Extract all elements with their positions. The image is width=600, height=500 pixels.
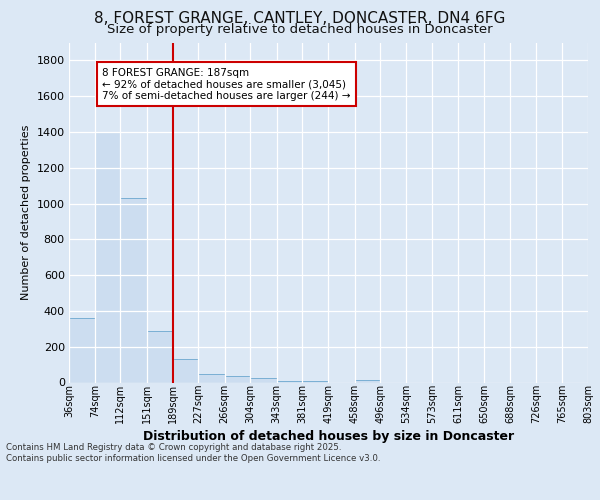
- Bar: [355, 380, 380, 382]
- Text: 8, FOREST GRANGE, CANTLEY, DONCASTER, DN4 6FG: 8, FOREST GRANGE, CANTLEY, DONCASTER, DN…: [94, 11, 506, 26]
- Bar: [250, 378, 277, 382]
- Bar: [277, 380, 302, 382]
- Text: Contains HM Land Registry data © Crown copyright and database right 2025.: Contains HM Land Registry data © Crown c…: [6, 442, 341, 452]
- X-axis label: Distribution of detached houses by size in Doncaster: Distribution of detached houses by size …: [143, 430, 514, 444]
- Y-axis label: Number of detached properties: Number of detached properties: [21, 125, 31, 300]
- Bar: [173, 359, 198, 382]
- Bar: [147, 330, 173, 382]
- Text: Size of property relative to detached houses in Doncaster: Size of property relative to detached ho…: [107, 22, 493, 36]
- Bar: [302, 381, 328, 382]
- Bar: [69, 318, 95, 382]
- Bar: [224, 376, 250, 382]
- Text: Contains public sector information licensed under the Open Government Licence v3: Contains public sector information licen…: [6, 454, 380, 463]
- Bar: [121, 198, 147, 382]
- Text: 8 FOREST GRANGE: 187sqm
← 92% of detached houses are smaller (3,045)
7% of semi-: 8 FOREST GRANGE: 187sqm ← 92% of detache…: [102, 68, 350, 101]
- Bar: [95, 132, 121, 382]
- Bar: [198, 374, 224, 382]
